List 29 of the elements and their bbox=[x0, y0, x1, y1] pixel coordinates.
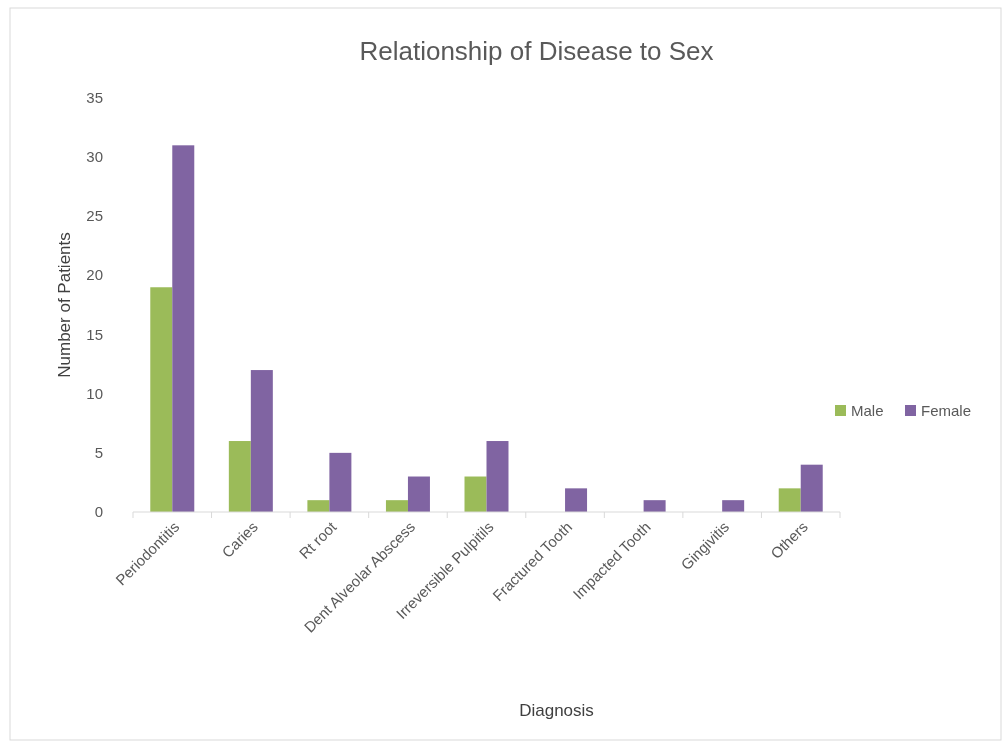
bar bbox=[643, 500, 666, 512]
y-tick-label: 30 bbox=[86, 148, 103, 166]
bar bbox=[486, 441, 509, 512]
bar bbox=[329, 452, 352, 512]
bar bbox=[722, 500, 745, 512]
y-tick-label: 25 bbox=[86, 207, 103, 225]
x-axis-title: Diagnosis bbox=[519, 701, 594, 720]
y-tick-label: 35 bbox=[86, 89, 103, 106]
bar bbox=[150, 287, 173, 512]
bar bbox=[307, 500, 330, 512]
x-tick-label: Rt root bbox=[295, 517, 341, 562]
bar bbox=[565, 488, 588, 512]
y-tick-label: 15 bbox=[86, 325, 103, 343]
y-tick-label: 10 bbox=[86, 384, 103, 402]
bar bbox=[464, 476, 487, 512]
chart-title: Relationship of Disease to Sex bbox=[359, 36, 714, 66]
y-axis-title: Number of Patients bbox=[55, 232, 74, 378]
bar bbox=[385, 500, 408, 512]
bar bbox=[250, 370, 273, 512]
bar bbox=[172, 145, 195, 512]
y-tick-label: 5 bbox=[94, 443, 103, 461]
bar bbox=[778, 488, 801, 512]
y-tick-label: 20 bbox=[86, 266, 103, 284]
bar bbox=[800, 464, 823, 512]
legend-label: Male bbox=[851, 402, 884, 419]
bar bbox=[407, 476, 430, 512]
legend-label: Female bbox=[921, 402, 972, 419]
y-tick-label: 0 bbox=[94, 503, 103, 520]
bar bbox=[228, 441, 251, 512]
